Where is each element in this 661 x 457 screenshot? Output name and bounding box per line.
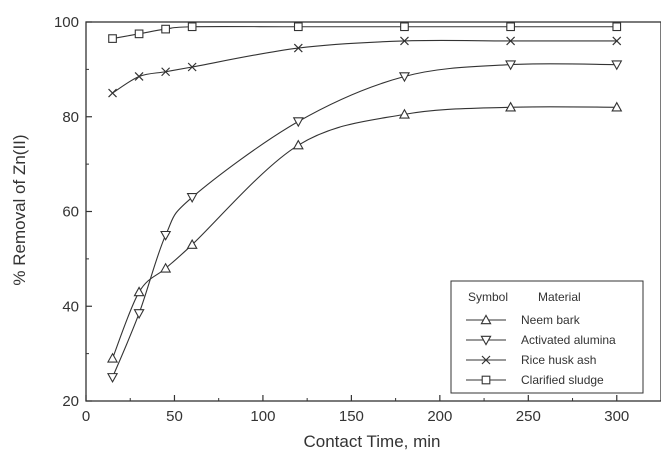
x-tick-label: 50	[166, 408, 183, 425]
legend-item-clarified-sludge: Clarified sludge	[466, 373, 604, 387]
legend-marker-clarified-sludge	[481, 375, 491, 385]
data-point-clarified-sludge	[506, 22, 515, 32]
data-point-activated-alumina	[611, 60, 623, 71]
y-tick-label: 20	[62, 393, 79, 410]
data-point-rice-husk-ash	[187, 62, 197, 72]
data-point-clarified-sludge	[400, 22, 409, 32]
data-point-rice-husk-ash	[134, 72, 144, 81]
x-axis-title: Contact Time, min	[304, 432, 441, 451]
y-tick-label: 100	[54, 14, 79, 31]
data-point-rice-husk-ash	[506, 36, 516, 46]
data-point-neem-bark	[107, 352, 119, 363]
x-tick-label: 200	[427, 408, 452, 425]
x-tick-label: 0	[82, 408, 90, 425]
data-point-neem-bark	[505, 101, 517, 112]
y-tick-label: 80	[62, 109, 79, 126]
data-point-activated-alumina	[160, 230, 172, 241]
legend-item-rice-husk-ash: Rice husk ash	[466, 353, 596, 367]
data-point-clarified-sludge	[161, 24, 170, 34]
legend-label-neem-bark: Neem bark	[521, 313, 581, 327]
x-tick-label: 150	[339, 408, 364, 425]
legend-label-clarified-sludge: Clarified sludge	[521, 373, 604, 387]
x-tick-label: 300	[604, 408, 629, 425]
legend-header-symbol: Symbol	[468, 290, 508, 304]
x-tick-label: 250	[516, 408, 541, 425]
legend-label-rice-husk-ash: Rice husk ash	[521, 353, 596, 367]
plot-area	[107, 22, 623, 384]
data-point-neem-bark	[133, 286, 145, 297]
y-tick-label: 40	[62, 298, 79, 315]
series-activated-alumina	[107, 60, 623, 384]
legend: Symbol Material Neem bark Activated alumi…	[450, 280, 644, 394]
data-point-rice-husk-ash	[293, 43, 303, 53]
legend-item-neem-bark: Neem bark	[466, 313, 581, 327]
series-neem-bark	[107, 101, 623, 363]
legend-label-activated-alumina: Activated alumina	[521, 333, 616, 347]
data-point-activated-alumina	[107, 373, 119, 384]
data-point-clarified-sludge	[612, 22, 622, 32]
data-point-neem-bark	[611, 101, 623, 112]
series-line-rice-husk-ash	[112, 39, 617, 94]
data-point-clarified-sludge	[108, 34, 117, 43]
legend-marker-activated-alumina	[480, 335, 492, 346]
data-point-rice-husk-ash	[400, 36, 409, 46]
data-point-activated-alumina	[292, 117, 304, 128]
series-line-activated-alumina	[112, 63, 617, 378]
data-point-clarified-sludge	[134, 29, 144, 39]
data-point-neem-bark	[160, 262, 172, 273]
data-point-rice-husk-ash	[161, 67, 171, 77]
legend-header-material: Material	[538, 290, 581, 304]
y-axis-title: % Removal of Zn(II)	[10, 134, 29, 285]
data-point-activated-alumina	[398, 72, 410, 83]
data-point-activated-alumina	[133, 309, 145, 320]
data-point-clarified-sludge	[293, 22, 303, 32]
legend-marker-rice-husk-ash	[481, 355, 491, 365]
data-point-rice-husk-ash	[612, 36, 622, 46]
series-clarified-sludge	[108, 22, 622, 43]
data-point-rice-husk-ash	[108, 88, 117, 98]
data-point-clarified-sludge	[187, 22, 197, 32]
axes: 0 50 100 150 200 250 300 20 40 60 80 100	[54, 14, 661, 425]
data-point-neem-bark	[292, 139, 304, 150]
data-point-activated-alumina	[505, 60, 517, 71]
x-tick-label: 100	[250, 408, 275, 425]
legend-item-activated-alumina: Activated alumina	[466, 333, 616, 347]
data-point-activated-alumina	[186, 193, 198, 204]
data-point-neem-bark	[398, 108, 410, 119]
y-tick-label: 60	[62, 204, 79, 221]
legend-marker-neem-bark	[480, 314, 492, 325]
series-rice-husk-ash	[108, 36, 622, 98]
data-point-neem-bark	[186, 238, 198, 249]
